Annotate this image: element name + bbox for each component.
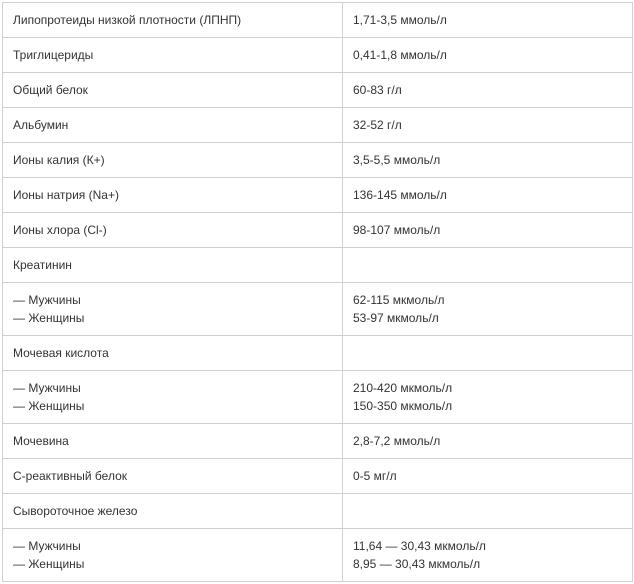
value-cell: 210-420 мкмоль/л 150-350 мкмоль/л xyxy=(343,371,633,424)
value-cell: 1,71-3,5 ммоль/л xyxy=(343,3,633,38)
parameter-line: — Мужчины xyxy=(13,291,332,309)
parameter-cell: Ионы натрия (Na+) xyxy=(3,178,343,213)
table-row: С-реактивный белок 0-5 мг/л xyxy=(3,459,633,494)
table-row: Креатинин xyxy=(3,248,633,283)
value-line: 210-420 мкмоль/л xyxy=(353,379,622,397)
value-cell: 0-5 мг/л xyxy=(343,459,633,494)
reference-values-table: Липопротеиды низкой плотности (ЛПНП) 1,7… xyxy=(2,2,633,582)
table-row: — Мужчины — Женщины 210-420 мкмоль/л 150… xyxy=(3,371,633,424)
value-line: 150-350 мкмоль/л xyxy=(353,397,622,415)
value-cell xyxy=(343,336,633,371)
parameter-cell: — Мужчины — Женщины xyxy=(3,529,343,582)
table-row: — Мужчины — Женщины 62-115 мкмоль/л 53-9… xyxy=(3,283,633,336)
value-line: 62-115 мкмоль/л xyxy=(353,291,622,309)
value-line: 11,64 — 30,43 мкмоль/л xyxy=(353,537,622,555)
value-cell: 60-83 г/л xyxy=(343,73,633,108)
parameter-line: — Женщины xyxy=(13,309,332,327)
table-row: Триглицериды 0,41-1,8 ммоль/л xyxy=(3,38,633,73)
value-cell: 62-115 мкмоль/л 53-97 мкмоль/л xyxy=(343,283,633,336)
table-row: Липопротеиды низкой плотности (ЛПНП) 1,7… xyxy=(3,3,633,38)
parameter-cell: Мочевина xyxy=(3,424,343,459)
table-row: — Мужчины — Женщины 11,64 — 30,43 мкмоль… xyxy=(3,529,633,582)
value-line: 8,95 — 30,43 мкмоль/л xyxy=(353,555,622,573)
parameter-cell: Триглицериды xyxy=(3,38,343,73)
parameter-line: — Мужчины xyxy=(13,379,332,397)
parameter-cell: Липопротеиды низкой плотности (ЛПНП) xyxy=(3,3,343,38)
parameter-cell: Сывороточное железо xyxy=(3,494,343,529)
value-cell: 11,64 — 30,43 мкмоль/л 8,95 — 30,43 мкмо… xyxy=(343,529,633,582)
parameter-cell: Общий белок xyxy=(3,73,343,108)
value-cell: 32-52 г/л xyxy=(343,108,633,143)
table-row: Мочевина 2,8-7,2 ммоль/л xyxy=(3,424,633,459)
value-cell: 136-145 ммоль/л xyxy=(343,178,633,213)
value-line: 53-97 мкмоль/л xyxy=(353,309,622,327)
parameter-line: — Женщины xyxy=(13,397,332,415)
parameter-cell: Ионы калия (К+) xyxy=(3,143,343,178)
parameter-line: — Мужчины xyxy=(13,537,332,555)
parameter-cell: Креатинин xyxy=(3,248,343,283)
table-row: Общий белок 60-83 г/л xyxy=(3,73,633,108)
table-row: Мочевая кислота xyxy=(3,336,633,371)
table-body: Липопротеиды низкой плотности (ЛПНП) 1,7… xyxy=(3,3,633,582)
parameter-cell: С-реактивный белок xyxy=(3,459,343,494)
parameter-cell: — Мужчины — Женщины xyxy=(3,371,343,424)
value-cell: 3,5-5,5 ммоль/л xyxy=(343,143,633,178)
parameter-cell: Альбумин xyxy=(3,108,343,143)
table-row: Сывороточное железо xyxy=(3,494,633,529)
table-row: Ионы калия (К+) 3,5-5,5 ммоль/л xyxy=(3,143,633,178)
parameter-cell: Ионы хлора (Сl-) xyxy=(3,213,343,248)
parameter-cell: Мочевая кислота xyxy=(3,336,343,371)
table-row: Ионы натрия (Na+) 136-145 ммоль/л xyxy=(3,178,633,213)
value-cell xyxy=(343,248,633,283)
parameter-cell: — Мужчины — Женщины xyxy=(3,283,343,336)
parameter-line: — Женщины xyxy=(13,555,332,573)
value-cell xyxy=(343,494,633,529)
value-cell: 2,8-7,2 ммоль/л xyxy=(343,424,633,459)
table-row: Ионы хлора (Сl-) 98-107 ммоль/л xyxy=(3,213,633,248)
value-cell: 0,41-1,8 ммоль/л xyxy=(343,38,633,73)
value-cell: 98-107 ммоль/л xyxy=(343,213,633,248)
table-row: Альбумин 32-52 г/л xyxy=(3,108,633,143)
